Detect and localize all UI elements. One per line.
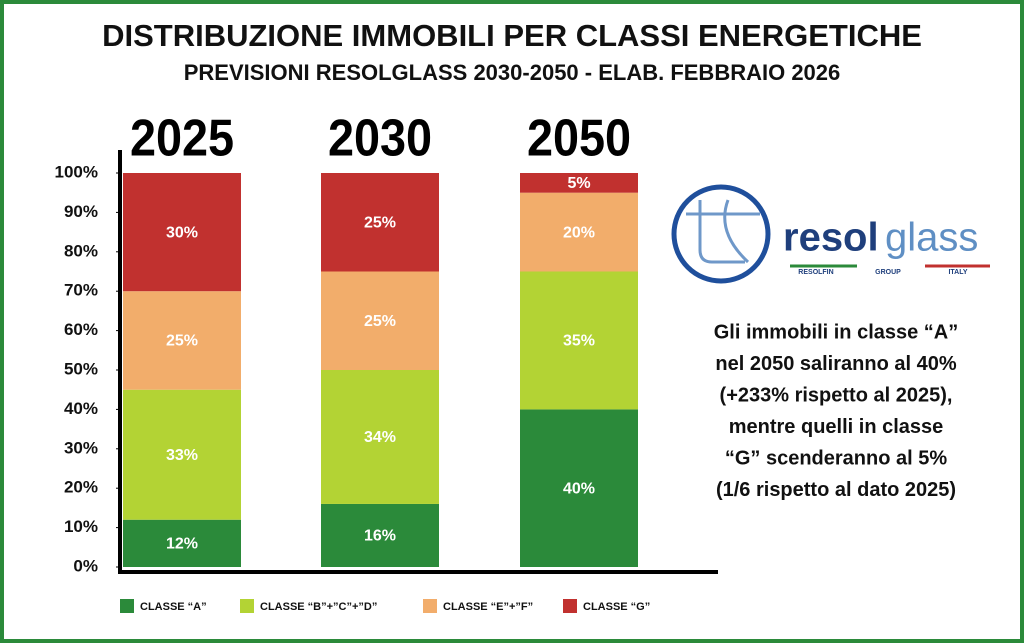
y-tick-label: 80% [64,241,98,260]
data-label: 25% [166,333,198,350]
bar-segment [321,173,439,272]
bar-segment [123,291,241,390]
y-tick-label: 10% [64,517,98,536]
bar-segment [520,409,638,567]
y-tick-label: 30% [64,438,98,457]
logo-brand: resol [783,216,879,260]
data-label: 25% [364,313,396,330]
x-tick-label: 2030 [328,109,432,167]
logo-tagline: ITALY [948,269,967,276]
bar-segment [321,370,439,504]
y-tick-label: 40% [64,399,98,418]
annotation: Gli immobili in classe “A” [714,321,959,343]
y-tick-label: 70% [64,281,98,300]
logo-brand: glass [885,216,978,260]
logo-tagline: GROUP [875,269,901,276]
data-label: 20% [563,224,595,241]
legend-label: CLASSE “G” [583,601,650,613]
bar-segment [321,271,439,370]
logo: resol glass RESOLFIN GROUP ITALY [671,184,990,284]
logo-mark [686,199,760,264]
legend-label: CLASSE “A” [140,601,207,613]
legend-label: CLASSE “E”+”F” [443,601,533,613]
y-tick-label: 90% [64,202,98,221]
legend-swatch [240,599,254,613]
legend-swatch [120,599,134,613]
data-label: 33% [166,447,198,464]
data-label: 40% [563,480,595,497]
bar-segment [520,173,638,193]
annotation: (+233% rispetto al 2025), [720,384,953,406]
data-label: 5% [567,175,590,192]
x-tick-label: 2025 [130,109,234,167]
bar-segment [321,503,439,567]
logo-tagline: RESOLFIN [798,269,833,276]
data-label: 25% [364,214,396,231]
legend-swatch [423,599,437,613]
data-label: 12% [166,536,198,553]
bar-segment [123,173,241,292]
chart-title: DISTRIBUZIONE IMMOBILI PER CLASSI ENERGE… [102,18,922,53]
bar-segment [123,519,241,567]
data-label: 34% [364,429,396,446]
legend-label: CLASSE “B”+”C”+”D” [260,601,377,613]
y-tick-label: 50% [64,359,98,378]
y-tick-label: 0% [73,556,98,575]
x-tick-label: 2050 [527,109,631,167]
bar-segment [123,389,241,520]
data-label: 30% [166,224,198,241]
annotation: (1/6 rispetto al dato 2025) [716,479,956,501]
annotation: “G” scenderanno al 5% [725,447,948,469]
annotation: nel 2050 saliranno al 40% [715,353,956,375]
data-label: 16% [364,528,396,545]
logo-ring [671,184,771,284]
chart-subtitle: PREVISIONI RESOLGLASS 2030-2050 - ELAB. … [184,60,841,85]
data-label: 35% [563,333,595,350]
y-tick-label: 100% [55,162,98,181]
bar-segment [520,192,638,272]
y-tick-label: 60% [64,320,98,339]
bar-segment [520,271,638,410]
legend-swatch [563,599,577,613]
y-tick-label: 20% [64,478,98,497]
annotation: mentre quelli in classe [729,416,944,438]
